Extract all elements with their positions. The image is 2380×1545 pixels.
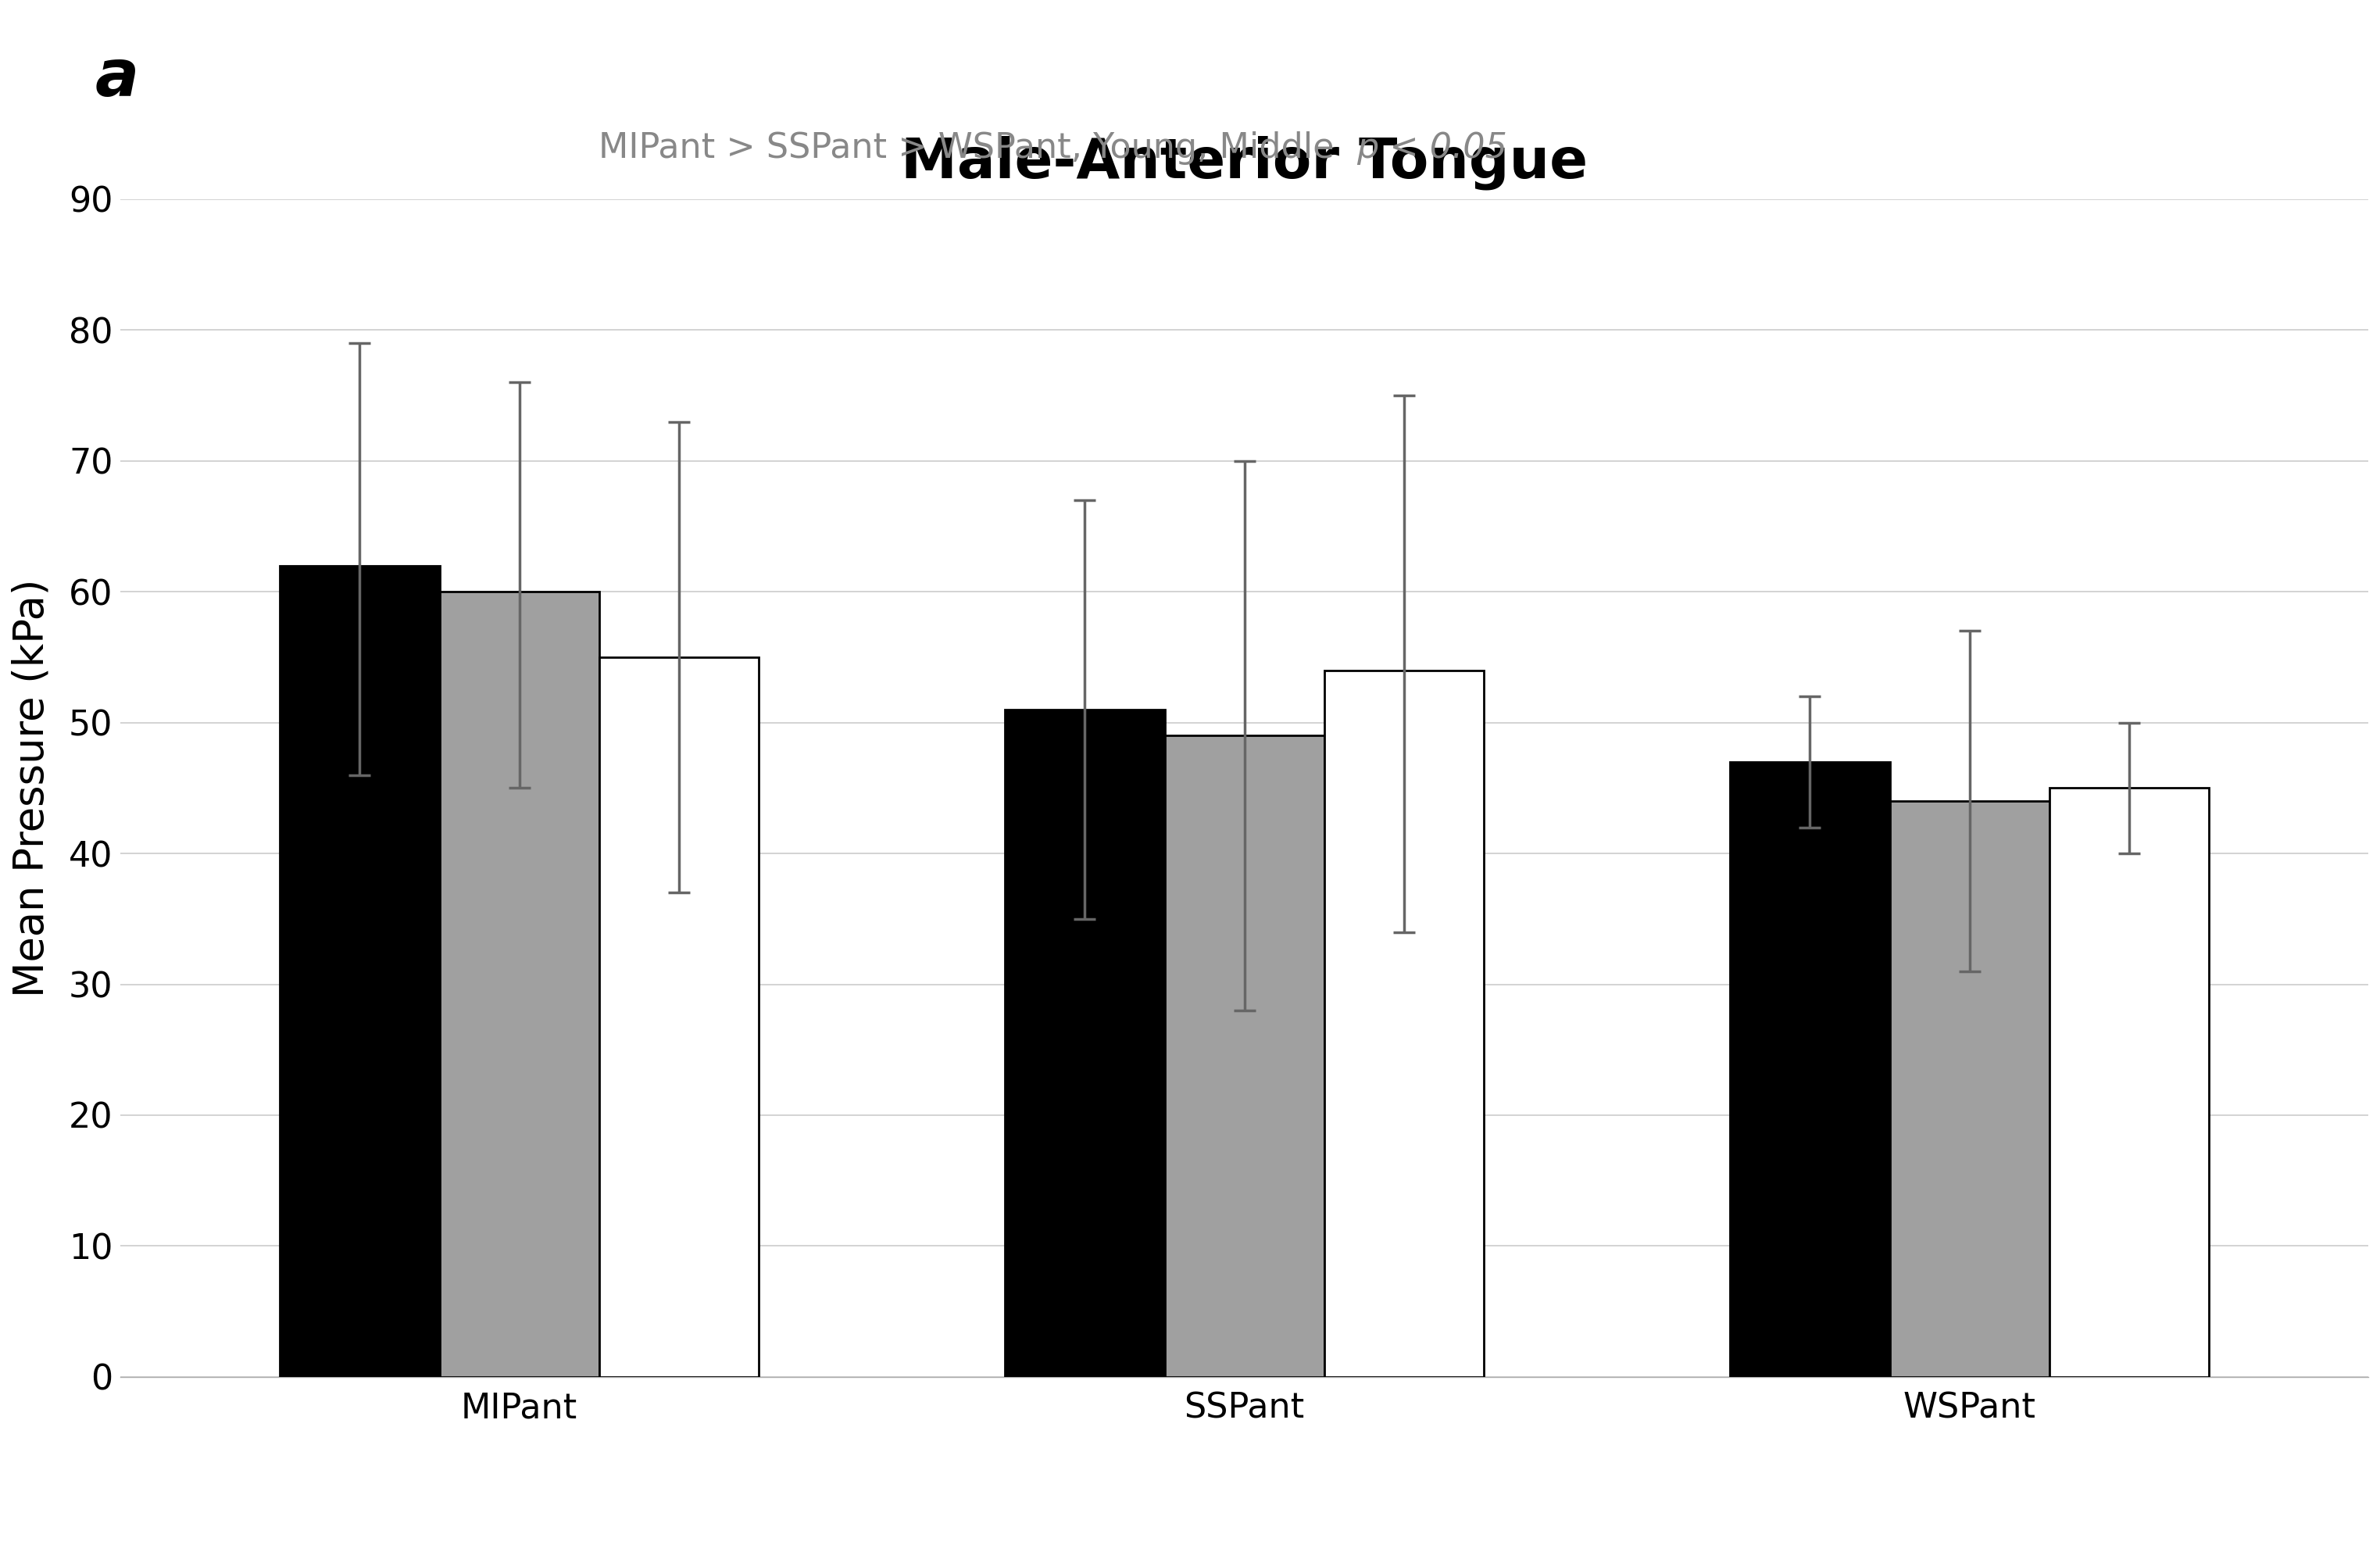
Bar xyxy=(1323,671,1483,1377)
Bar xyxy=(281,565,440,1377)
Bar xyxy=(440,592,600,1377)
Bar xyxy=(1730,762,1890,1377)
Text: MIPant > SSPant > WSPant, Young, Middle: MIPant > SSPant > WSPant, Young, Middle xyxy=(600,131,1357,165)
Bar xyxy=(2049,788,2209,1377)
Bar xyxy=(600,657,759,1377)
Bar xyxy=(1890,802,2049,1377)
Bar xyxy=(1004,709,1164,1377)
Title: Male-Anterior Tongue: Male-Anterior Tongue xyxy=(902,136,1587,190)
Y-axis label: Mean Pressure (kPa): Mean Pressure (kPa) xyxy=(12,579,52,997)
Text: p < 0.05: p < 0.05 xyxy=(1357,131,1507,165)
Bar xyxy=(1164,735,1323,1377)
Text: a: a xyxy=(95,46,138,110)
